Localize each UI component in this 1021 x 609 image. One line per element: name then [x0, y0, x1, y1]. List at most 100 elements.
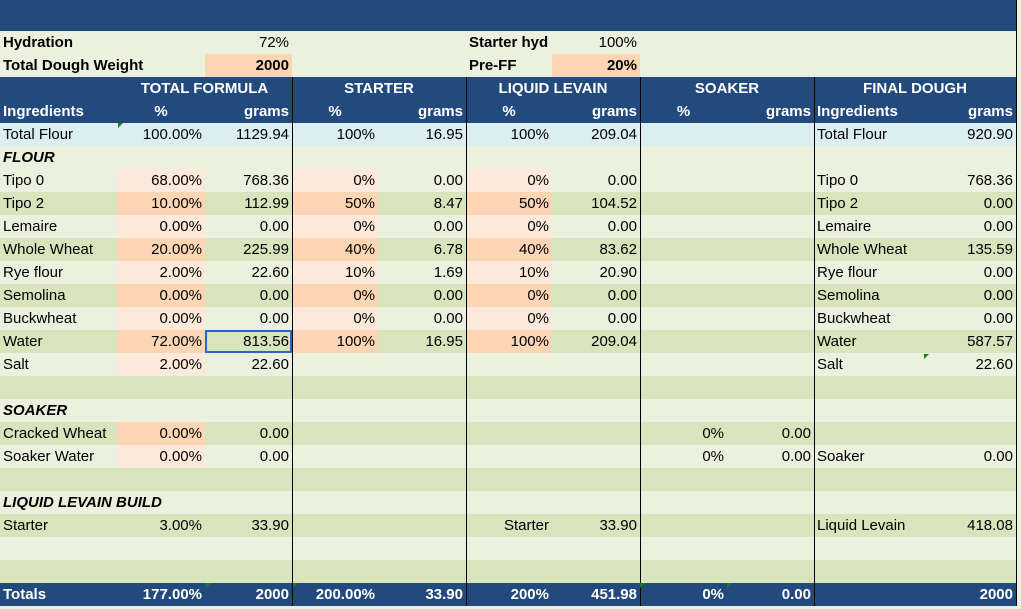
levain-grams-cell[interactable]: 209.04	[591, 126, 637, 143]
levain-pct-cell[interactable]: 50%	[466, 192, 552, 215]
levain-grams-cell[interactable]: 33.90	[599, 517, 637, 534]
total-grams-cell[interactable]: 813.56	[205, 330, 292, 353]
final-grams-cell[interactable]: 0.00	[983, 264, 1013, 281]
levain-pct-cell[interactable]: 40%	[466, 238, 552, 261]
starter-grams-cell[interactable]: 0.00	[433, 172, 463, 189]
total-pct-cell[interactable]: 0.00%	[117, 215, 205, 238]
levain-pct-cell[interactable]: 0%	[466, 307, 552, 330]
starter-pct-cell[interactable]: 0%	[292, 215, 378, 238]
starter-pct-cell[interactable]: 0%	[292, 284, 378, 307]
levain-grams-cell[interactable]: 104.52	[591, 195, 637, 212]
total-pct-cell[interactable]: 10.00%	[117, 192, 205, 215]
total-grams-cell[interactable]: 0.00	[259, 218, 289, 235]
starter-grams-cell[interactable]: 16.95	[425, 333, 463, 350]
total-grams-cell[interactable]: 0.00	[259, 310, 289, 327]
final-grams-cell[interactable]: 920.90	[967, 126, 1013, 143]
starter-pct-cell[interactable]: 50%	[292, 192, 378, 215]
soaker-pct-cell[interactable]: 0%	[702, 425, 724, 442]
total-pct-cell[interactable]: 0.00%	[117, 445, 205, 468]
levain-grams-cell[interactable]: 209.04	[591, 333, 637, 350]
levain-grams-cell[interactable]: 0.00	[607, 310, 637, 327]
levain-pct-cell[interactable]: 100%	[466, 330, 552, 353]
starter-pct-cell[interactable]: 0%	[292, 169, 378, 192]
ingredient-cell: FLOUR	[3, 149, 55, 166]
total-pct-cell[interactable]: 68.00%	[117, 169, 205, 192]
comment-indicator-icon	[727, 583, 732, 588]
levain-grams-cell[interactable]: 83.62	[599, 241, 637, 258]
starter-grams-cell[interactable]: 16.95	[425, 126, 463, 143]
total-pct-cell[interactable]: 0.00%	[117, 284, 205, 307]
starter-grams-cell[interactable]: 0.00	[433, 218, 463, 235]
starter-pct-cell[interactable]: 100%	[336, 126, 375, 143]
levain-pct-cell[interactable]: 0%	[466, 169, 552, 192]
final-grams-cell[interactable]: 0.00	[983, 195, 1013, 212]
total-pct-cell[interactable]: 2.00%	[117, 353, 205, 376]
total-grams-cell[interactable]: 112.99	[244, 195, 289, 212]
starter-hyd-value[interactable]: 100%	[598, 34, 637, 51]
total-pct-cell[interactable]: 100.00%	[142, 126, 202, 143]
final-grams-cell[interactable]: 0.00	[983, 218, 1013, 235]
final-grams-cell[interactable]: 22.60	[975, 356, 1013, 373]
total-grams-cell[interactable]: 33.90	[251, 517, 289, 534]
levain-pct-cell[interactable]: 0%	[466, 284, 552, 307]
total-pct-cell[interactable]: 0.00%	[117, 307, 205, 330]
levain-pct-cell[interactable]: 10%	[466, 261, 552, 284]
total-grams-cell[interactable]: 0.00	[259, 448, 289, 465]
total-grams-cell[interactable]: 22.60	[251, 264, 289, 281]
final-grams-cell[interactable]: 418.08	[967, 517, 1013, 534]
starter-grams-cell[interactable]: 8.47	[433, 195, 463, 212]
totals-soaker-grams: 0.00	[781, 586, 811, 603]
table-row-tipo-2: Tipo 2 10.00% 112.99 50% 8.47 50% 104.52 Tipo 2…	[0, 192, 1016, 215]
final-grams-cell[interactable]: 587.57	[967, 333, 1013, 350]
starter-grams-cell[interactable]: 0.00	[433, 310, 463, 327]
levain-pct-cell[interactable]: 0%	[466, 215, 552, 238]
levain-grams-cell[interactable]: 0.00	[607, 172, 637, 189]
starter-pct-cell[interactable]: 100%	[292, 330, 378, 353]
starter-grams-cell[interactable]: 6.78	[433, 241, 463, 258]
preff-value[interactable]: 20%	[552, 54, 640, 77]
total-pct-cell[interactable]: 20.00%	[117, 238, 205, 261]
dough-weight-value[interactable]: 2000	[205, 54, 292, 77]
ingredient-cell: Total Flour	[3, 126, 74, 143]
final-grams-cell[interactable]: 0.00	[983, 310, 1013, 327]
table-row-rye-flour: Rye flour 2.00% 22.60 10% 1.69 10% 20.90 Rye fl…	[0, 261, 1016, 284]
total-grams-cell[interactable]: 22.60	[251, 356, 289, 373]
starter-grams-cell[interactable]: 0.00	[433, 287, 463, 304]
levain-grams-cell[interactable]: 0.00	[607, 287, 637, 304]
final-ingredient-cell: Salt	[817, 356, 843, 373]
starter-pct-cell[interactable]: 40%	[292, 238, 378, 261]
divider	[640, 77, 641, 606]
final-ingredient-cell: Water	[817, 333, 857, 350]
total-pct-cell[interactable]: 3.00%	[159, 517, 202, 534]
total-pct-cell[interactable]: 2.00%	[117, 261, 205, 284]
final-grams-cell[interactable]: 0.00	[983, 287, 1013, 304]
total-grams-cell[interactable]: 768.36	[243, 172, 289, 189]
levain-grams-cell[interactable]: 20.90	[599, 264, 637, 281]
final-grams-cell[interactable]: 0.00	[983, 448, 1013, 465]
totals-levain-pct: 200%	[510, 586, 549, 603]
levain-pct-cell[interactable]: Starter	[503, 517, 549, 534]
comment-indicator-icon	[924, 354, 929, 359]
soaker-grams-cell[interactable]: 0.00	[781, 448, 811, 465]
final-grams-cell[interactable]: 768.36	[967, 172, 1013, 189]
total-pct-cell[interactable]: 0.00%	[117, 422, 205, 445]
starter-pct-cell[interactable]: 10%	[292, 261, 378, 284]
levain-grams-cell[interactable]: 0.00	[607, 218, 637, 235]
starter-pct-cell[interactable]: 0%	[292, 307, 378, 330]
total-pct-cell[interactable]: 72.00%	[117, 330, 205, 353]
soaker-grams-cell[interactable]: 0.00	[781, 425, 811, 442]
soaker-pct-cell[interactable]: 0%	[702, 448, 724, 465]
final-grams-cell[interactable]: 135.59	[967, 241, 1013, 258]
table-row-soaker-water: Soaker Water 0.00% 0.00 0% 0.00 Soaker 0.00	[0, 445, 1016, 468]
divider	[814, 77, 815, 606]
hydration-value[interactable]: 72%	[258, 34, 289, 51]
column-header-soaker-pct: %	[676, 103, 691, 120]
total-grams-cell[interactable]: 0.00	[259, 287, 289, 304]
divider	[292, 77, 293, 606]
levain-pct-cell[interactable]: 100%	[510, 126, 549, 143]
total-grams-cell[interactable]: 0.00	[259, 425, 289, 442]
ingredient-cell: Soaker Water	[3, 448, 95, 465]
starter-grams-cell[interactable]: 1.69	[433, 264, 463, 281]
total-grams-cell[interactable]: 1129.94	[235, 126, 289, 143]
total-grams-cell[interactable]: 225.99	[243, 241, 289, 258]
